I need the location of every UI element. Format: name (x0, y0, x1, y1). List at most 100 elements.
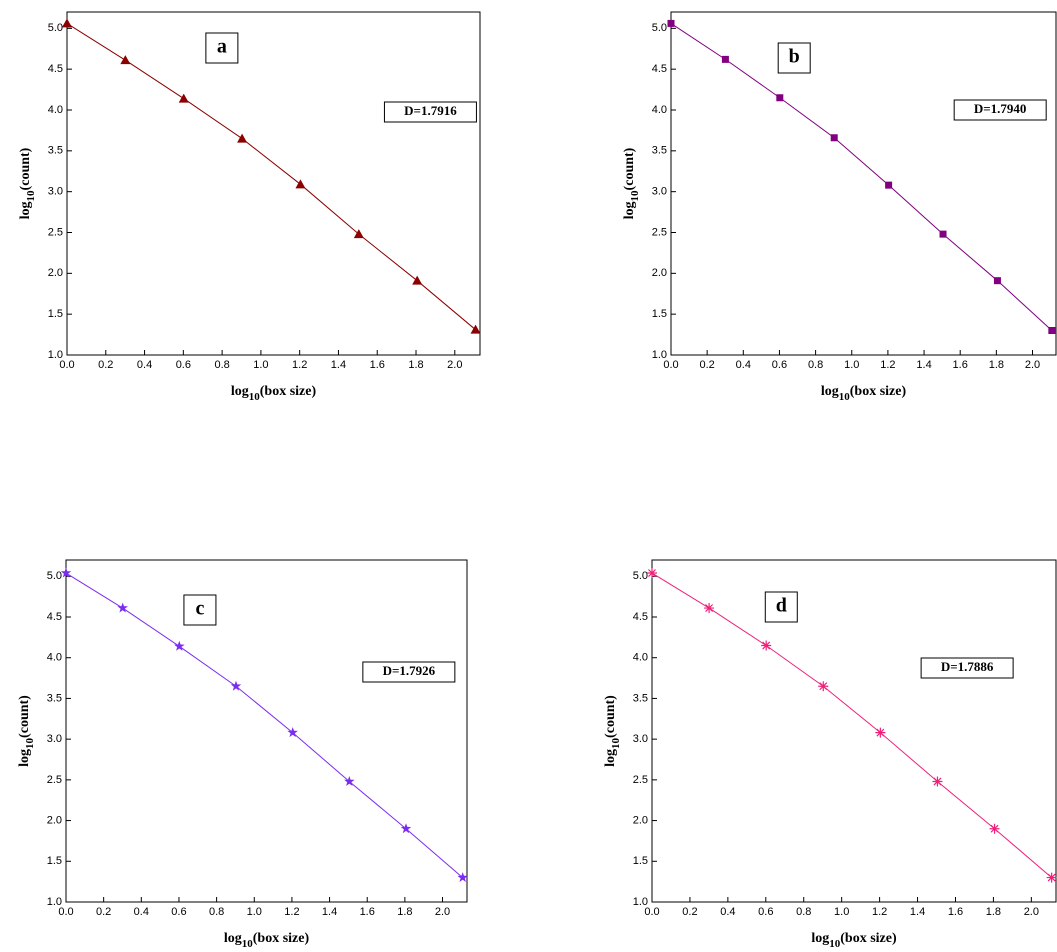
y-axis-label-part: log (18, 201, 33, 219)
x-tick-label: 2.0 (1024, 906, 1039, 918)
x-tick-label: 1.2 (872, 906, 887, 918)
x-axis-label-part: (box size) (260, 384, 317, 399)
x-axis-label-part: (box size) (850, 384, 907, 399)
x-tick-label: 2.0 (447, 359, 462, 371)
x-axis-label-part: log (224, 931, 242, 946)
x-tick-label: 0.6 (772, 359, 787, 371)
x-axis-label-part: log (811, 931, 829, 946)
series-line (671, 23, 1052, 330)
x-axis-label: log10(box size) (224, 931, 310, 950)
x-tick-label: 1.6 (370, 359, 385, 371)
y-tick-label: 3.0 (633, 733, 648, 745)
y-tick-label: 1.0 (47, 896, 62, 908)
y-axis-label: log10(count) (17, 695, 36, 767)
y-tick-label: 2.5 (47, 774, 62, 786)
marker (722, 56, 729, 63)
y-tick-label: 1.0 (652, 349, 667, 361)
marker (647, 568, 657, 578)
marker (704, 603, 714, 613)
y-tick-label: 5.0 (47, 570, 62, 582)
x-tick-label: 0.8 (214, 359, 229, 371)
x-tick-label: 0.4 (134, 906, 149, 918)
y-tick-label: 4.5 (652, 63, 667, 75)
marker (990, 824, 1000, 834)
x-axis-label-sub: 10 (839, 391, 851, 403)
y-tick-label: 4.0 (652, 104, 667, 116)
plot-frame (671, 12, 1056, 355)
y-tick-label: 5.0 (633, 570, 648, 582)
y-tick-label: 2.5 (48, 226, 63, 238)
marker (875, 728, 885, 738)
x-tick-label: 1.4 (910, 906, 925, 918)
annotation: D=1.7886 (941, 659, 994, 674)
x-tick-label: 1.2 (284, 906, 299, 918)
y-tick-label: 2.5 (652, 226, 667, 238)
y-tick-label: 1.5 (47, 855, 62, 867)
marker (412, 276, 422, 285)
marker (295, 179, 305, 188)
y-tick-label: 2.5 (633, 774, 648, 786)
chart: 0.00.20.40.60.81.01.21.41.61.82.01.01.52… (603, 560, 1057, 950)
x-tick-label: 2.0 (435, 906, 450, 918)
y-axis-label-part: (count) (18, 147, 33, 190)
y-tick-label: 4.5 (47, 611, 62, 623)
x-tick-label: 1.2 (292, 359, 307, 371)
x-tick-label: 0.2 (700, 359, 715, 371)
x-tick-label: 1.2 (880, 359, 895, 371)
x-tick-label: 1.0 (253, 359, 268, 371)
panel-label: a (217, 36, 227, 58)
x-axis-label: log10(box size) (811, 931, 897, 950)
y-tick-label: 1.5 (633, 855, 648, 867)
y-tick-label: 2.0 (652, 267, 667, 279)
marker (120, 55, 130, 64)
panel-label: b (789, 46, 800, 68)
marker (994, 277, 1001, 284)
x-tick-label: 1.0 (834, 906, 849, 918)
panel-label: c (195, 598, 204, 620)
y-tick-label: 4.5 (633, 611, 648, 623)
y-tick-label: 4.0 (633, 652, 648, 664)
marker (885, 182, 892, 189)
plot-frame (66, 560, 467, 902)
x-tick-label: 1.4 (331, 359, 346, 371)
panel-label: d (776, 595, 787, 617)
x-tick-label: 0.4 (736, 359, 751, 371)
x-tick-label: 0.6 (171, 906, 186, 918)
marker (668, 20, 675, 27)
x-tick-label: 0.8 (808, 359, 823, 371)
x-tick-label: 1.6 (360, 906, 375, 918)
x-tick-label: 0.4 (137, 359, 152, 371)
y-axis-label-sub: 10 (24, 737, 36, 749)
marker (1048, 327, 1055, 334)
y-tick-label: 1.0 (633, 896, 648, 908)
y-axis-label-part: log (17, 749, 32, 767)
y-tick-label: 3.0 (48, 186, 63, 198)
x-axis-label-part: log (821, 384, 839, 399)
x-tick-label: 0.6 (176, 359, 191, 371)
marker (471, 325, 481, 334)
annotation: D=1.7926 (383, 663, 436, 678)
marker (237, 134, 247, 143)
y-axis-label-sub: 10 (25, 190, 37, 202)
y-axis-label-part: (count) (17, 695, 32, 738)
marker (179, 94, 189, 103)
y-tick-label: 2.0 (633, 814, 648, 826)
y-tick-label: 1.5 (652, 308, 667, 320)
x-tick-label: 0.2 (682, 906, 697, 918)
x-axis-label: log10(box size) (231, 384, 317, 403)
y-tick-label: 5.0 (48, 22, 63, 34)
x-tick-label: 1.6 (953, 359, 968, 371)
x-tick-label: 0.6 (758, 906, 773, 918)
x-tick-label: 1.8 (989, 359, 1004, 371)
x-axis-label-part: log (231, 384, 249, 399)
x-tick-label: 2.0 (1025, 359, 1040, 371)
x-tick-label: 0.4 (720, 906, 735, 918)
page: 0.00.20.40.60.81.01.21.41.61.82.01.01.52… (0, 0, 1057, 952)
y-tick-label: 3.0 (652, 186, 667, 198)
marker (457, 872, 468, 882)
y-tick-label: 3.5 (47, 692, 62, 704)
x-tick-label: 1.8 (397, 906, 412, 918)
y-axis-label: log10(count) (622, 147, 641, 219)
y-axis-label-sub: 10 (610, 737, 622, 749)
